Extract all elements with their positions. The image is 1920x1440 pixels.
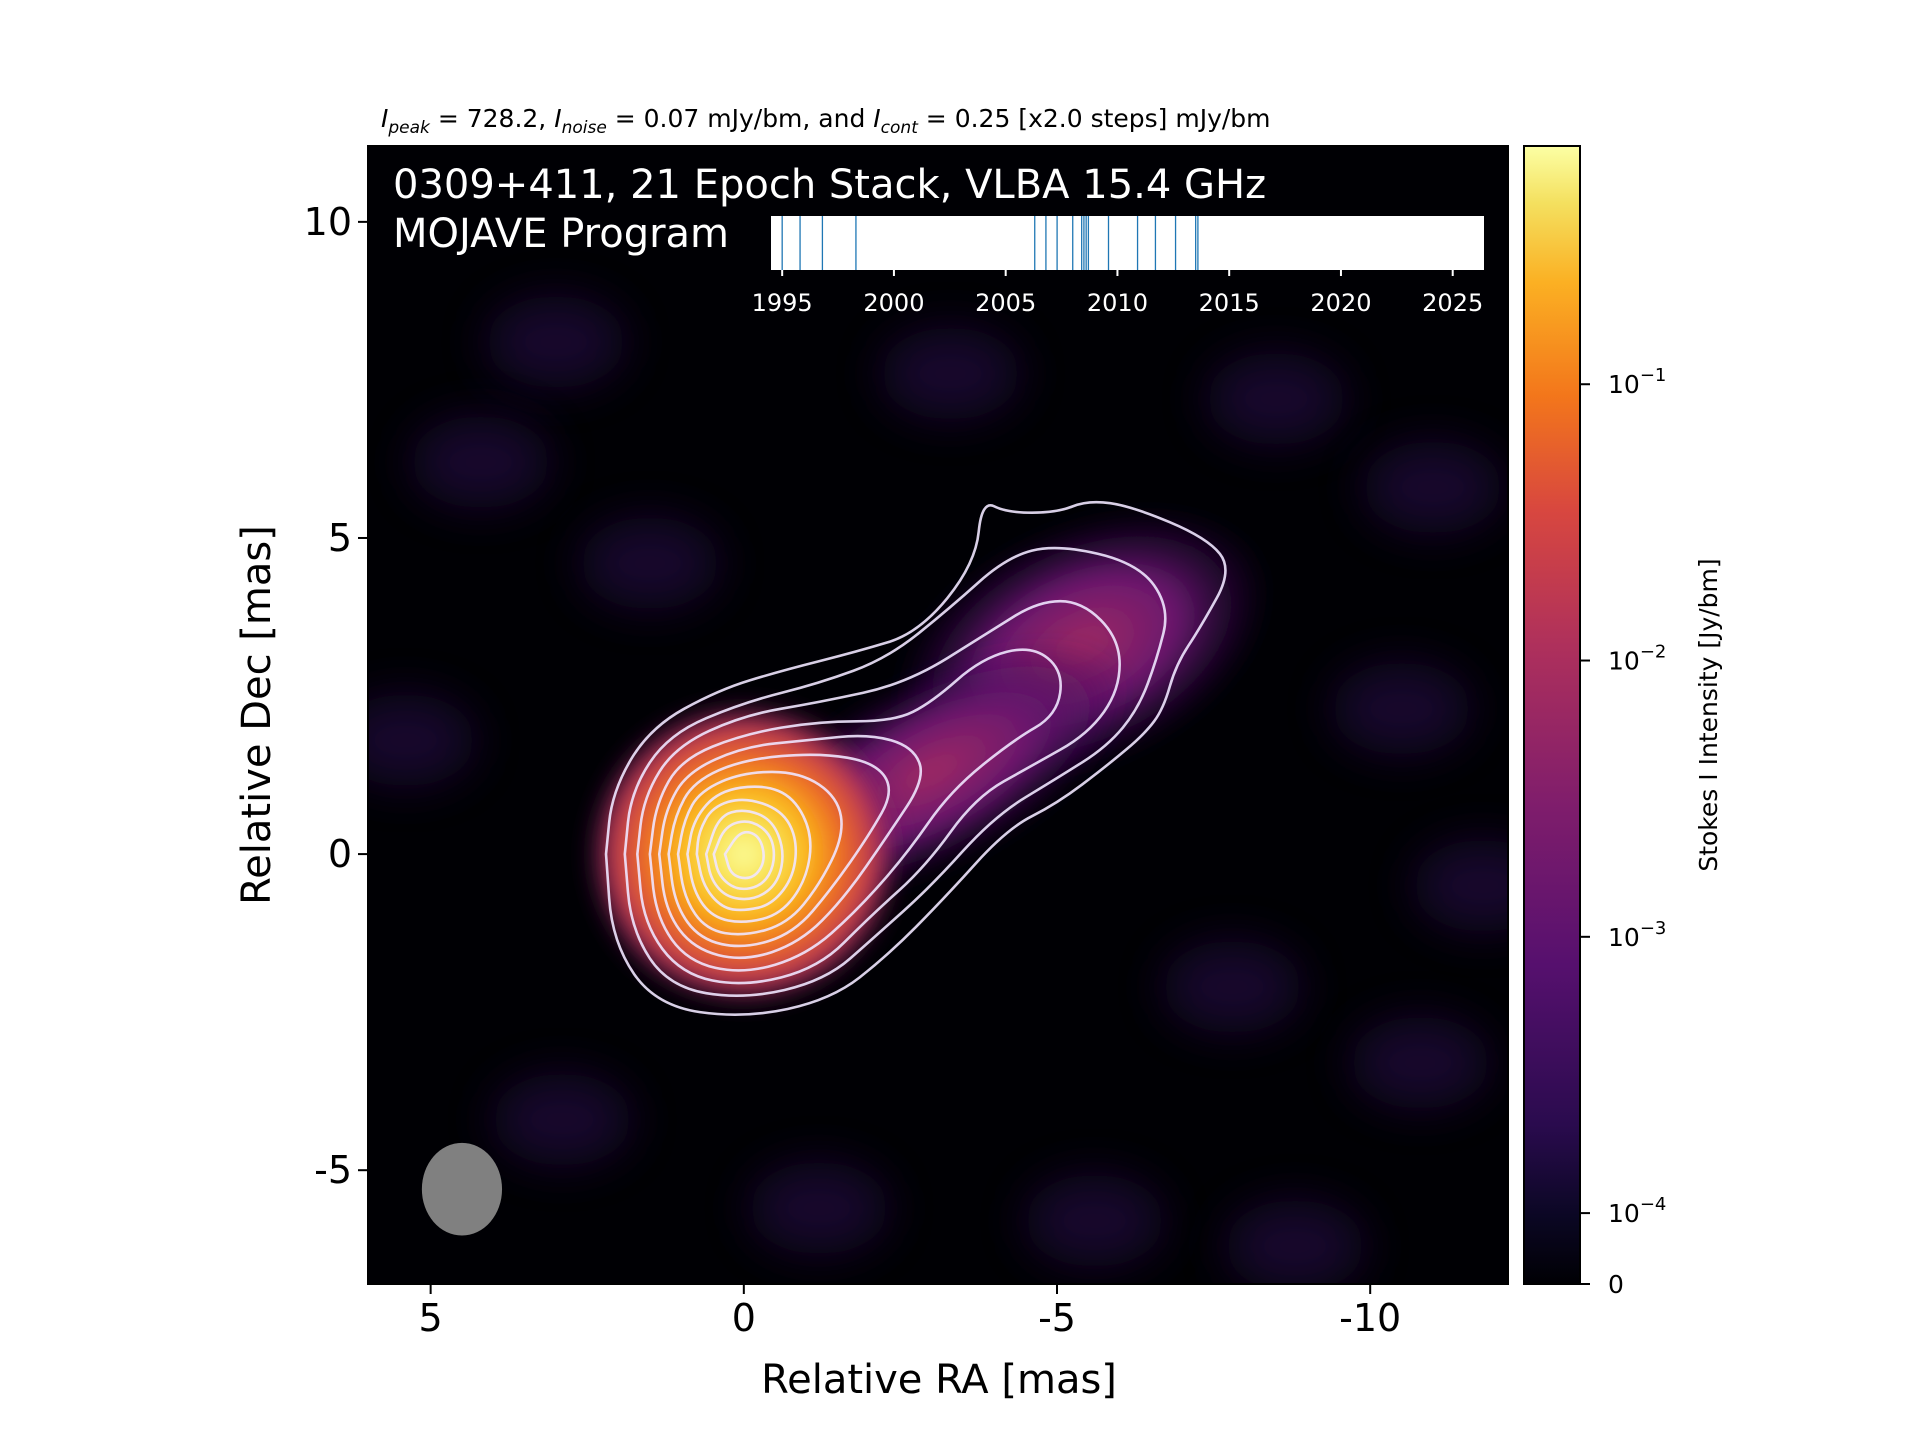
epoch-inset: 1995 2000 2005 2010 2015 2020 2025 [752,216,1484,317]
x-axis: 5 0 -5 -10 [419,1284,1401,1340]
colorbar-tick-exponent: −2 [1640,642,1667,663]
noise-blob [1350,1016,1491,1109]
plot-title-line1: 0309+411, 21 Epoch Stack, VLBA 15.4 GHz [393,162,1266,208]
noise-blob [1362,441,1503,534]
noise-blob [1162,940,1303,1033]
colorbar-tick-exponent: −1 [1640,365,1667,386]
core-emission [583,699,904,1010]
header-noise-subscript: noise [562,118,607,138]
noise-blob [880,327,1021,420]
noise-blob [748,1162,889,1255]
colorbar-tick-base: 10 [1608,647,1640,676]
noise-blob [1412,839,1508,932]
noise-blob [579,517,720,610]
contour-layer [604,500,1227,1016]
epoch-lines [781,216,1199,270]
epoch-tick-label: 2010 [1087,289,1148,317]
colorbar-label: Stokes I Intensity [Jy/bm] [1694,558,1723,871]
contour-level-2 [623,546,1167,997]
x-tick-label: 5 [419,1296,443,1340]
contour-level-3 [636,599,1121,985]
noise-blob [492,1073,633,1166]
colorbar-tick-label: 10−3 [1608,918,1666,952]
header-cont-value: = 0.25 [x2.0 steps] mJy/bm [918,104,1271,133]
x-tick-label: -10 [1339,1296,1401,1340]
header-intensity-symbol: I [381,104,388,133]
colorbar-ticks: 10−110−210−310−40 [1580,365,1666,1299]
beam-ellipse [421,1142,503,1236]
header-noise-value: = 0.07 mJy/bm, and [607,104,874,133]
colorbar-tick-label: 10−1 [1608,365,1666,399]
contour-level-9 [695,798,798,912]
y-tick-label: 0 [328,832,352,876]
colorbar-tick-base: 0 [1608,1270,1624,1299]
noise-blob [410,416,551,509]
contour-level-1 [604,500,1227,1016]
emission-layer [583,507,1271,1010]
y-axis: 10 5 0 -5 [304,200,368,1192]
noise-blob [368,694,476,787]
colorbar-tick-base: 10 [1608,1199,1640,1228]
epoch-tick-label: 1995 [752,289,813,317]
epoch-tick-label: 2025 [1422,289,1483,317]
contour-level-12 [723,830,765,880]
y-tick-label: 5 [328,516,352,560]
x-axis-label: Relative RA [mas] [761,1357,1117,1403]
epoch-inset-box [771,216,1484,270]
epoch-tick-label: 2015 [1199,289,1260,317]
epoch-tick-label: 2020 [1310,289,1371,317]
colorbar-tick-base: 10 [1608,923,1640,952]
contour-level-6 [667,753,891,948]
header-peak-subscript: peak [387,118,431,138]
contour-level-11 [712,820,776,891]
epoch-tick-label: 2000 [863,289,924,317]
colorbar: 10−110−210−310−40 Stokes I Intensity [Jy… [1523,145,1723,1299]
colorbar-tick-label: 0 [1608,1270,1624,1299]
plot-title-line2: MOJAVE Program [393,211,729,257]
colorbar-gradient [1523,145,1581,1285]
contour-level-7 [676,770,843,936]
noise-blob [1206,352,1347,445]
image-frame [367,145,1509,1285]
figure-header: Ipeak = 728.2, Inoise = 0.07 mJy/bm, and… [381,104,1271,138]
contour-level-4 [648,648,1062,972]
y-axis-label: Relative Dec [mas] [234,525,280,905]
noise-blob [485,295,626,388]
y-tick-label: 10 [304,200,352,244]
contour-level-10 [704,809,784,901]
colorbar-tick-label: 10−4 [1608,1194,1666,1228]
header-intensity-symbol: I [554,104,561,133]
header-cont-subscript: cont [881,118,920,138]
noise-blob [1024,1174,1165,1267]
colorbar-tick-exponent: −4 [1640,1194,1667,1215]
y-tick-label: -5 [314,1148,352,1192]
noise-blob [1225,1200,1366,1284]
x-tick-label: 0 [732,1296,756,1340]
epoch-ticks: 1995 2000 2005 2010 2015 2020 2025 [752,270,1483,317]
colorbar-tick-label: 10−2 [1608,642,1666,676]
x-tick-label: -5 [1038,1296,1076,1340]
image-panel: 0309+411, 21 Epoch Stack, VLBA 15.4 GHz … [367,145,1509,1285]
noise-blob [1331,662,1472,755]
header-intensity-symbol: I [873,104,880,133]
epoch-tick-label: 2005 [975,289,1036,317]
contour-level-5 [657,734,923,960]
contour-level-8 [686,785,812,924]
colorbar-tick-exponent: −3 [1640,918,1667,939]
noise-layer [368,295,1508,1284]
header-peak-value: = 728.2, [430,104,554,133]
colorbar-tick-base: 10 [1608,370,1640,399]
